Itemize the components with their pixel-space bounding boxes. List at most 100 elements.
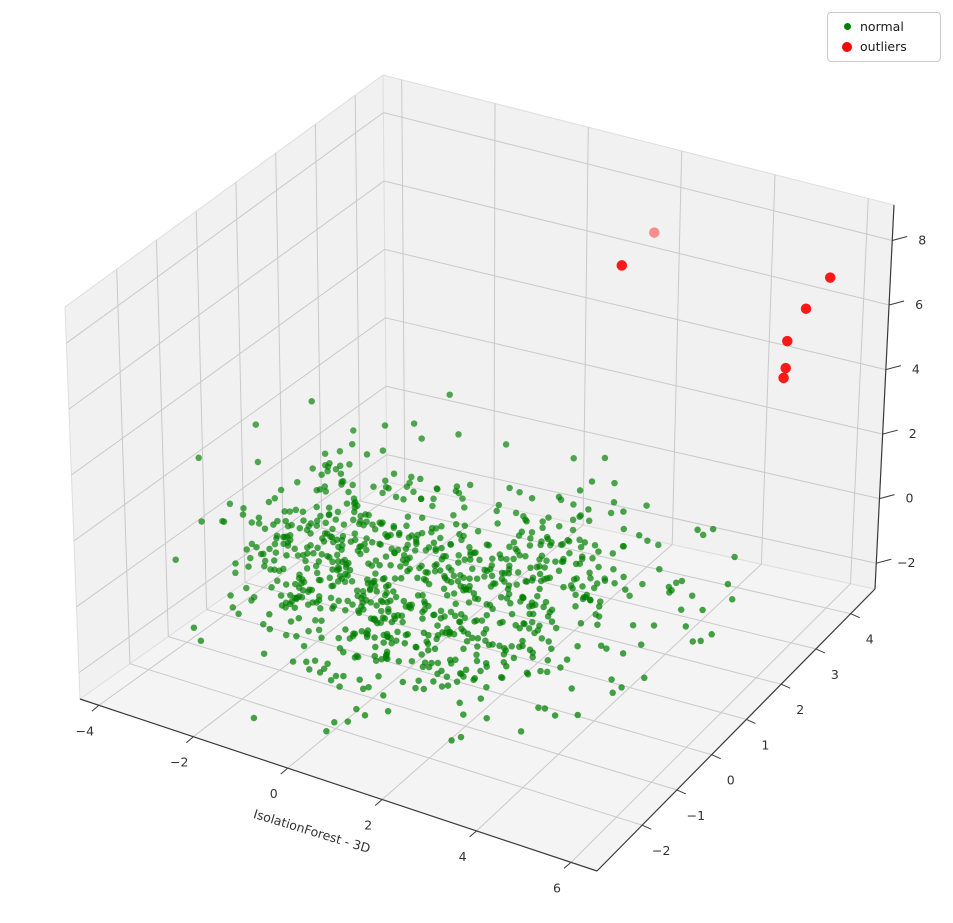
normal-point bbox=[587, 574, 594, 582]
normal-point bbox=[411, 547, 419, 554]
normal-point bbox=[261, 562, 268, 570]
normal-point bbox=[400, 496, 407, 503]
normal-point bbox=[239, 511, 247, 518]
normal-point bbox=[497, 673, 505, 681]
normal-marker-icon bbox=[843, 23, 851, 30]
normal-point bbox=[322, 519, 329, 527]
normal-point bbox=[528, 494, 536, 502]
normal-point bbox=[387, 561, 394, 569]
normal-point bbox=[420, 575, 428, 583]
normal-point bbox=[496, 619, 504, 627]
normal-point bbox=[595, 613, 603, 620]
normal-point bbox=[519, 642, 526, 650]
normal-point bbox=[451, 612, 459, 620]
normal-point bbox=[559, 540, 566, 548]
normal-point bbox=[357, 512, 364, 520]
x-tick-label: −2 bbox=[170, 755, 188, 770]
normal-point bbox=[500, 651, 508, 658]
normal-point bbox=[347, 538, 355, 545]
normal-point bbox=[595, 563, 602, 571]
normal-point bbox=[342, 570, 349, 578]
normal-point bbox=[527, 564, 534, 572]
normal-point bbox=[291, 545, 298, 553]
normal-point bbox=[197, 637, 205, 645]
normal-point bbox=[271, 566, 278, 573]
normal-point bbox=[432, 545, 439, 553]
normal-point bbox=[611, 579, 618, 587]
normal-point bbox=[609, 689, 616, 697]
normal-point bbox=[519, 637, 526, 645]
normal-point bbox=[398, 612, 406, 620]
normal-point bbox=[384, 707, 392, 715]
normal-point bbox=[672, 579, 680, 587]
normal-point bbox=[270, 521, 277, 528]
x-tick: −4 −2 0 2 4 6 bbox=[76, 704, 572, 895]
normal-point bbox=[455, 559, 462, 566]
normal-point bbox=[372, 643, 379, 651]
normal-point bbox=[476, 556, 483, 564]
normal-point bbox=[588, 478, 596, 485]
normal-point bbox=[620, 525, 628, 533]
normal-point bbox=[410, 488, 417, 496]
normal-point bbox=[289, 658, 297, 665]
normal-point bbox=[469, 565, 476, 573]
normal-point bbox=[629, 621, 637, 629]
normal-point bbox=[483, 714, 490, 722]
z-tick-label: 4 bbox=[912, 362, 920, 377]
normal-point bbox=[431, 645, 439, 653]
legend: normal outliers bbox=[827, 12, 941, 62]
normal-point bbox=[593, 580, 601, 587]
normal-point bbox=[424, 640, 432, 648]
normal-point bbox=[576, 560, 584, 567]
normal-point bbox=[728, 596, 736, 603]
normal-point bbox=[620, 508, 627, 515]
normal-point bbox=[508, 610, 516, 618]
normal-point bbox=[382, 477, 389, 484]
normal-point bbox=[587, 597, 594, 604]
normal-point bbox=[517, 728, 525, 735]
normal-point bbox=[461, 522, 469, 529]
normal-point bbox=[510, 654, 518, 662]
legend-item-outliers: outliers bbox=[834, 38, 934, 55]
normal-point bbox=[447, 608, 455, 616]
normal-point bbox=[591, 542, 599, 549]
normal-point bbox=[517, 598, 524, 605]
normal-point bbox=[248, 519, 256, 526]
normal-point bbox=[523, 578, 531, 585]
normal-point bbox=[620, 573, 627, 581]
normal-point bbox=[365, 560, 372, 567]
normal-point bbox=[375, 673, 382, 680]
normal-point bbox=[473, 617, 480, 624]
normal-point bbox=[539, 518, 546, 525]
normal-point bbox=[318, 634, 325, 642]
normal-point bbox=[327, 533, 334, 540]
normal-point bbox=[682, 623, 690, 630]
normal-point bbox=[655, 541, 662, 549]
normal-point bbox=[383, 648, 391, 656]
normal-point bbox=[526, 646, 534, 654]
normal-point bbox=[232, 560, 239, 567]
normal-point bbox=[505, 566, 513, 573]
normal-point bbox=[254, 458, 262, 466]
normal-point bbox=[618, 684, 625, 691]
normal-point bbox=[195, 454, 202, 462]
normal-point bbox=[503, 555, 510, 563]
normal-point bbox=[709, 525, 717, 533]
normal-point bbox=[380, 639, 387, 646]
normal-point bbox=[282, 517, 289, 525]
normal-point bbox=[594, 621, 601, 628]
normal-point bbox=[572, 603, 579, 610]
normal-point bbox=[601, 577, 609, 584]
normal-point bbox=[460, 587, 467, 594]
normal-point bbox=[324, 467, 331, 475]
normal-point bbox=[363, 451, 371, 458]
normal-point bbox=[313, 522, 321, 529]
normal-point bbox=[514, 569, 522, 576]
normal-point bbox=[240, 504, 247, 512]
normal-point bbox=[321, 450, 329, 457]
normal-point bbox=[316, 486, 324, 493]
normal-point bbox=[507, 600, 514, 607]
normal-point bbox=[350, 495, 358, 502]
normal-point bbox=[595, 548, 602, 555]
normal-point bbox=[320, 538, 328, 545]
